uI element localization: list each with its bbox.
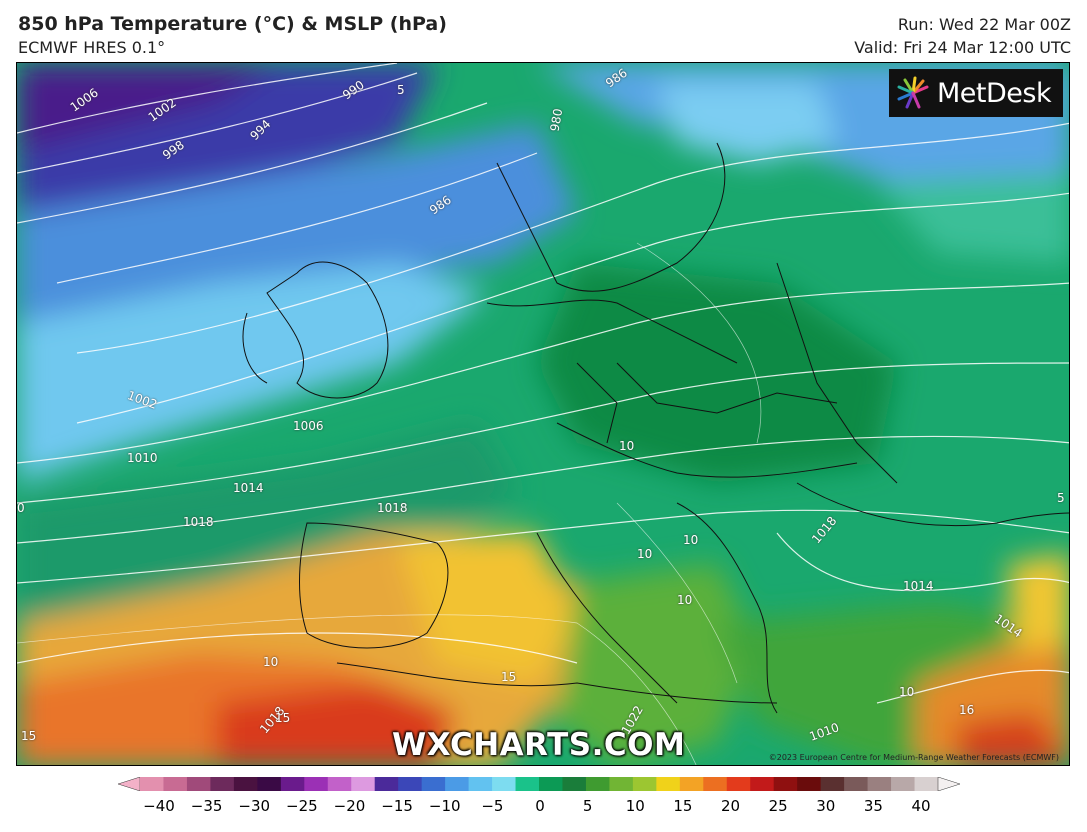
colorbar-swatch — [186, 777, 211, 791]
copyright-notice: ©2023 European Centre for Medium-Range W… — [768, 753, 1059, 762]
chart-title: 850 hPa Temperature (°C) & MSLP (hPa) — [18, 13, 447, 35]
colorbar-swatch — [445, 777, 470, 791]
colorbar-tip-high — [937, 777, 960, 791]
colorbar-tick-label: −25 — [286, 797, 318, 815]
temp-label: 16 — [959, 703, 975, 717]
colorbar-tick-label: 40 — [911, 797, 931, 815]
isobar-label: 1010 — [127, 451, 158, 465]
colorbar-swatch — [914, 777, 939, 791]
colorbar-swatch — [703, 777, 728, 791]
colorbar-swatch — [726, 777, 751, 791]
map-canvas — [17, 63, 1069, 765]
colorbar-swatch — [257, 777, 282, 791]
temp-label: 10 — [263, 655, 279, 669]
colorbar-swatch — [233, 777, 258, 791]
colorbar-swatch — [351, 777, 376, 791]
colorbar — [118, 777, 960, 791]
temp-label: 15 — [275, 711, 291, 725]
colorbar-swatch — [562, 777, 587, 791]
colorbar-swatch — [468, 777, 493, 791]
colorbar-swatch — [398, 777, 423, 791]
temp-label: 0 — [17, 501, 25, 515]
colorbar-tick-label: −20 — [333, 797, 366, 815]
colorbar-tick-label: 20 — [720, 797, 741, 815]
colorbar-swatch — [163, 777, 188, 791]
colorbar-tick-label: 10 — [625, 797, 645, 815]
colorbar-tick-label: 0 — [535, 797, 545, 815]
colorbar-tick-label: 25 — [768, 797, 788, 815]
colorbar-swatch — [374, 777, 399, 791]
temp-label: 15 — [21, 729, 37, 743]
temp-label: 5 — [1057, 491, 1065, 505]
model-subtitle: ECMWF HRES 0.1° — [18, 38, 166, 57]
colorbar-tick-label: −15 — [381, 797, 413, 815]
colorbar-tick-label: 35 — [863, 797, 883, 815]
colorbar-swatch — [679, 777, 704, 791]
isobar-label: 1018 — [377, 501, 408, 515]
temp-label: 15 — [501, 670, 517, 684]
temp-label: 5 — [397, 83, 405, 97]
colorbar-tick-label: −30 — [238, 797, 271, 815]
colorbar-swatch — [773, 777, 798, 791]
metdesk-logo-icon — [897, 76, 929, 109]
valid-time: Valid: Fri 24 Mar 12:00 UTC — [854, 38, 1071, 57]
colorbar-swatch — [656, 777, 681, 791]
colorbar-swatch — [891, 777, 916, 791]
colorbar-tick-label: 15 — [673, 797, 693, 815]
colorbar-tick-label: −10 — [428, 797, 461, 815]
isobar-label: 1014 — [903, 579, 934, 593]
temp-label: 10 — [899, 685, 915, 699]
colorbar-swatch — [867, 777, 892, 791]
colorbar-tick-label: −40 — [143, 797, 175, 815]
colorbar-tick-label: −5 — [481, 797, 504, 815]
metdesk-logo-text: MetDesk — [937, 77, 1052, 109]
temp-label: 10 — [637, 547, 653, 561]
colorbar-tick-label: 30 — [816, 797, 836, 815]
isobar-label: 1014 — [233, 481, 264, 495]
colorbar-swatch — [539, 777, 563, 791]
colorbar-swatch — [609, 777, 634, 791]
colorbar-swatch — [140, 777, 164, 791]
metdesk-logo: MetDesk — [889, 69, 1063, 117]
isobar-label: 1018 — [183, 515, 214, 529]
colorbar-swatch — [750, 777, 775, 791]
weather-map: MetDesk 1006 1002 998 994 990 986 986 98… — [16, 62, 1070, 766]
colorbar-tip-low — [118, 777, 141, 791]
colorbar-swatch — [515, 777, 540, 791]
temp-label: 10 — [619, 439, 635, 453]
temp-label: 10 — [683, 533, 699, 547]
colorbar-swatch — [421, 777, 446, 791]
colorbar-swatch — [632, 777, 657, 791]
colorbar-swatch — [797, 777, 822, 791]
colorbar-tick-label: −35 — [190, 797, 223, 815]
temp-label: 10 — [677, 593, 693, 607]
isobar-label: 1006 — [293, 419, 324, 433]
colorbar-swatch — [820, 777, 845, 791]
colorbar-swatch — [585, 777, 610, 791]
wxcharts-watermark: WXCHARTS.COM — [392, 727, 686, 763]
colorbar-swatch — [327, 777, 352, 791]
colorbar-swatch — [280, 777, 305, 791]
colorbar-swatch — [844, 777, 869, 791]
colorbar-swatch — [492, 777, 517, 791]
colorbar-swatch — [304, 777, 329, 791]
colorbar-swatch — [210, 777, 235, 791]
colorbar-tick-label: 5 — [582, 797, 593, 815]
run-time: Run: Wed 22 Mar 00Z — [897, 15, 1071, 34]
